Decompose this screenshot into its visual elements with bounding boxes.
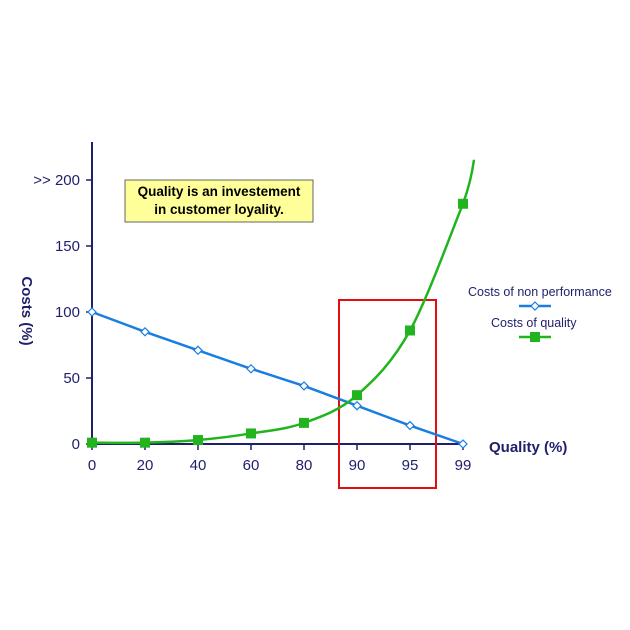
data-point-non-performance [299, 381, 309, 391]
data-point-quality [140, 437, 150, 448]
x-tick-label: 95 [402, 457, 419, 474]
data-point-quality [193, 435, 203, 446]
x-axis-title: Quality (%) [489, 439, 567, 456]
highlight-box-group [338, 299, 437, 489]
data-point-non-performance [458, 439, 468, 449]
x-tick-label: 0 [88, 457, 96, 474]
annotation-box: Quality is an investement in customer lo… [124, 179, 314, 223]
legend: Costs of non performance Costs of qualit… [468, 285, 612, 342]
y-tick-label: 150 [55, 238, 80, 255]
data-point-non-performance [140, 326, 150, 337]
y-tick-label: 50 [63, 370, 80, 387]
data-point-non-performance [405, 420, 415, 431]
legend-marker-non-performance [530, 301, 540, 311]
y-axis-title: Costs (%) [18, 276, 35, 345]
y-tick-label: >> 200 [33, 172, 80, 189]
data-point-non-performance [352, 400, 362, 411]
axes [91, 142, 466, 445]
series-line-non-performance [91, 310, 464, 446]
x-tick-label: 80 [296, 457, 313, 474]
data-point-quality [405, 325, 415, 336]
data-point-quality [87, 437, 97, 448]
y-tick-label: 0 [72, 436, 80, 453]
y-tick-label: 100 [55, 304, 80, 321]
legend-label-quality: Costs of quality [491, 316, 577, 330]
data-point-non-performance [193, 345, 203, 356]
x-tick-label: 20 [137, 457, 154, 474]
x-tick-label: 90 [349, 457, 366, 474]
highlight-box [338, 299, 437, 489]
series-line-quality [91, 159, 476, 445]
x-tick-label: 99 [455, 457, 472, 474]
data-point-quality [352, 390, 362, 401]
series [87, 159, 476, 449]
x-ticks: 0 20 40 60 80 90 95 99 [88, 444, 472, 474]
data-point-non-performance [246, 363, 256, 374]
y-ticks: 0 50 100 150 >> 200 [33, 172, 92, 453]
legend-marker-quality [530, 332, 540, 342]
x-tick-label: 40 [190, 457, 207, 474]
legend-label-non-performance: Costs of non performance [468, 285, 612, 299]
annotation-line-1: Quality is an investement [138, 184, 301, 199]
annotation-background [124, 179, 314, 223]
data-point-quality [299, 417, 309, 428]
annotation-line-2: in customer loyality. [154, 202, 284, 217]
data-point-non-performance [87, 307, 97, 317]
data-point-quality [458, 198, 468, 209]
x-tick-label: 60 [243, 457, 260, 474]
data-point-quality [246, 428, 256, 439]
